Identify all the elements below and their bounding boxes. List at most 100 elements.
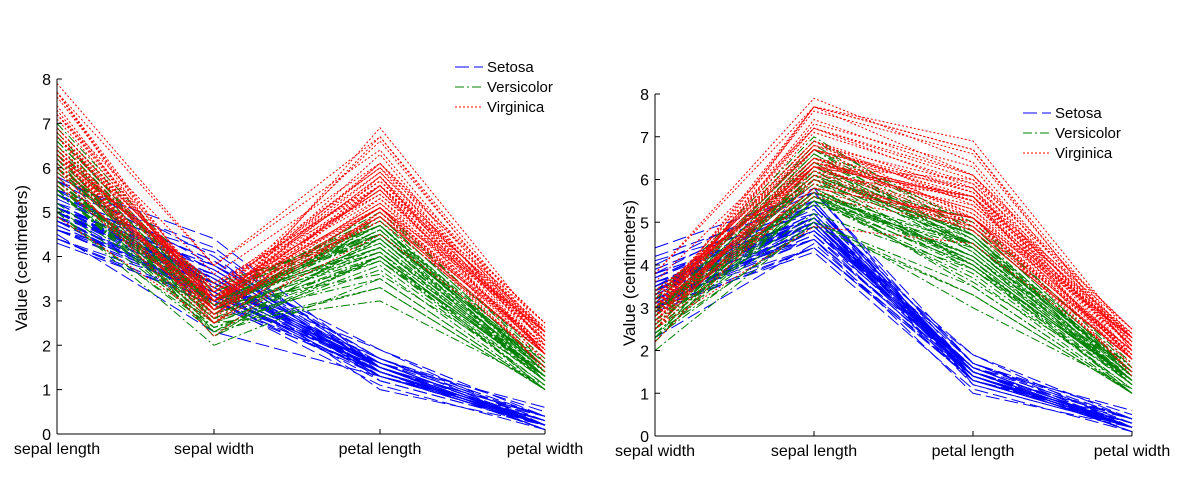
virginica-series-line [654, 157, 1133, 351]
virginica-series-line [56, 127, 546, 333]
left-legend: Setosa Versicolor Virginica [455, 59, 553, 116]
y-tick-label: 5 [42, 205, 51, 222]
y-tick-label: 6 [42, 161, 51, 178]
versicolor-series-line [654, 191, 1133, 381]
virginica-series-line [654, 123, 1133, 360]
versicolor-series-line [654, 174, 1133, 386]
versicolor-series-line [56, 193, 546, 368]
versicolor-series-line [654, 166, 1133, 373]
setosa-series-line [654, 204, 1133, 428]
versicolor-series-line [56, 189, 546, 391]
virginica-series-line [654, 127, 1133, 368]
virginica-series-line [654, 196, 1133, 351]
virginica-series-line [654, 225, 1133, 364]
virginica-series-line [654, 187, 1133, 356]
right-parallel-coordinates-chart: Value (centimeters) 0 1 2 3 4 5 6 7 8 sepal width… [615, 87, 1170, 460]
right-y-axis-label: Value (centimeters) [620, 200, 639, 346]
setosa-series-line [654, 247, 1133, 428]
virginica-series-line [56, 145, 546, 346]
virginica-series-line [56, 145, 546, 346]
versicolor-series-line [654, 217, 1133, 390]
versicolor-series-line [654, 221, 1133, 394]
virginica-series-line [654, 161, 1133, 339]
versicolor-series-line [654, 140, 1133, 373]
virginica-series-line [654, 170, 1133, 339]
left-y-axis-label: Value (centimeters) [12, 185, 31, 331]
virginica-series-line [56, 136, 546, 328]
y-tick-label: 3 [640, 301, 649, 318]
y-tick-label: 8 [640, 87, 649, 104]
versicolor-series-line [654, 191, 1133, 381]
x-category-label: petal width [1094, 443, 1171, 460]
setosa-series-line [56, 193, 546, 426]
x-category-label: sepal length [771, 443, 857, 460]
y-tick-label: 0 [42, 427, 51, 444]
y-tick-label: 3 [42, 294, 51, 311]
virginica-series-line [654, 140, 1133, 339]
virginica-series-line [56, 114, 546, 355]
virginica-series-line [654, 144, 1133, 347]
y-tick-label: 8 [42, 72, 51, 89]
virginica-series-line [56, 145, 546, 337]
virginica-series-line [56, 171, 546, 355]
versicolor-series-line [56, 211, 546, 391]
y-tick-label: 6 [640, 173, 649, 190]
virginica-series-line [56, 105, 546, 351]
y-tick-label: 7 [640, 130, 649, 147]
virginica-series-line [56, 91, 546, 337]
versicolor-series-line [654, 200, 1133, 381]
virginica-series-line [654, 149, 1133, 330]
virginica-series-line [56, 149, 546, 355]
x-category-label: petal length [932, 443, 1015, 460]
virginica-series-line [56, 136, 546, 324]
versicolor-series-line [654, 187, 1133, 386]
virginica-series-line [654, 106, 1133, 339]
virginica-series-line [56, 154, 546, 324]
y-tick-label: 4 [42, 250, 51, 267]
legend-entry-label: Setosa [487, 59, 534, 76]
x-category-label: sepal width [615, 443, 695, 460]
x-category-label: sepal length [14, 441, 100, 458]
virginica-series-line [654, 149, 1133, 334]
versicolor-series-line [56, 140, 546, 373]
virginica-series-line [56, 149, 546, 337]
y-tick-label: 1 [42, 383, 51, 400]
versicolor-series-line [56, 180, 546, 391]
virginica-series-line [654, 178, 1133, 373]
left-parallel-coordinates-chart: Value (centimeters) 0 1 2 3 4 5 6 7 8 sepal lengt… [12, 59, 583, 458]
virginica-series-line [654, 140, 1133, 339]
x-category-label: petal length [339, 441, 422, 458]
virginica-series-line [56, 158, 546, 333]
versicolor-series-line [56, 167, 546, 364]
virginica-series-line [654, 183, 1133, 360]
virginica-series-line [56, 136, 546, 333]
versicolor-series-line [56, 189, 546, 377]
y-tick-label: 2 [42, 338, 51, 355]
versicolor-series-line [654, 200, 1133, 394]
versicolor-series-line [654, 161, 1133, 373]
virginica-series-line [654, 140, 1133, 347]
left-data-lines [56, 83, 546, 431]
versicolor-series-line [654, 166, 1133, 381]
virginica-series-line [654, 178, 1133, 360]
legend-entry-label: Virginica [1055, 145, 1113, 162]
virginica-series-line [654, 170, 1133, 360]
virginica-series-line [56, 92, 546, 333]
y-tick-label: 5 [640, 215, 649, 232]
right-legend: Setosa Versicolor Virginica [1023, 105, 1121, 162]
versicolor-series-line [56, 185, 546, 386]
virginica-series-line [56, 167, 546, 355]
legend-entry-label: Virginica [487, 99, 545, 116]
virginica-series-line [56, 162, 546, 355]
virginica-series-line [654, 161, 1133, 360]
y-tick-label: 4 [640, 258, 649, 275]
x-category-label: sepal width [174, 441, 254, 458]
virginica-series-line [56, 92, 546, 346]
virginica-series-line [654, 174, 1133, 360]
right-axes: 0 1 2 3 4 5 6 7 8 sepal width sepal length petal le… [615, 87, 1170, 460]
virginica-series-line [56, 216, 546, 359]
y-tick-label: 1 [640, 386, 649, 403]
virginica-series-line [56, 114, 546, 324]
y-tick-label: 2 [640, 344, 649, 361]
